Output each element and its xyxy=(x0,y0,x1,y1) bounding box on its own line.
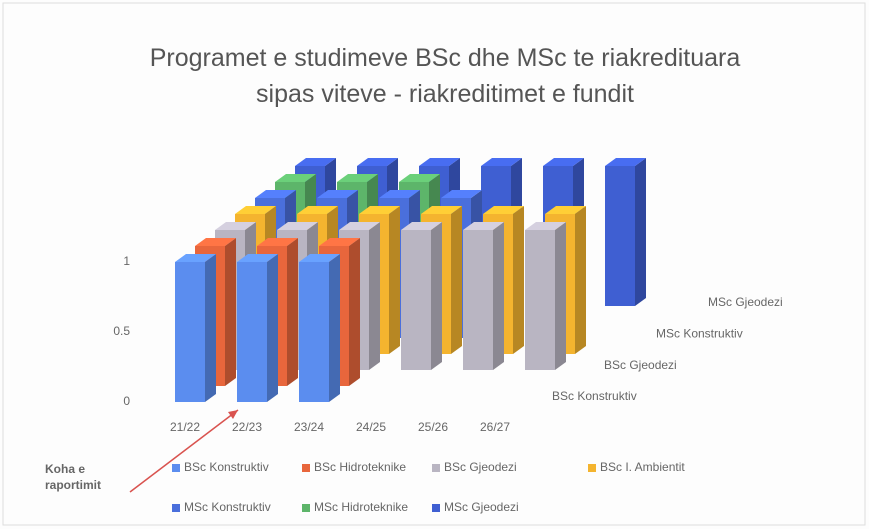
bar-top xyxy=(399,174,440,182)
bar-top xyxy=(195,238,236,246)
legend-label: BSc Konstruktiv xyxy=(184,460,269,474)
bar-top xyxy=(543,158,584,166)
bar-top xyxy=(215,222,256,230)
arrow-head xyxy=(228,410,238,419)
bar xyxy=(401,230,431,370)
bar-side xyxy=(389,206,400,354)
legend-label: MSc Konstruktiv xyxy=(184,500,271,514)
bar xyxy=(463,230,493,370)
legend-label: BSc Gjeodezi xyxy=(444,460,517,474)
y-tick-label: 0 xyxy=(123,394,130,408)
bar xyxy=(299,262,329,402)
x-tick-label: 25/26 xyxy=(418,420,448,434)
x-tick-label: 21/22 xyxy=(170,420,200,434)
bar xyxy=(175,262,205,402)
depth-label: MSc Gjeodezi xyxy=(708,295,783,309)
legend-swatch xyxy=(432,504,440,512)
bar-top xyxy=(297,206,338,214)
bar-top xyxy=(401,222,442,230)
legend-swatch xyxy=(302,504,310,512)
depth-label: MSc Konstruktiv xyxy=(656,326,743,340)
legend-swatch xyxy=(172,504,180,512)
bar-top xyxy=(257,238,298,246)
bar-top xyxy=(337,174,378,182)
bar-side xyxy=(205,254,216,402)
bar-top xyxy=(481,158,522,166)
bar-side xyxy=(225,238,236,386)
legend-swatch xyxy=(302,464,310,472)
bar-side xyxy=(493,222,504,370)
bar-side xyxy=(451,206,462,354)
bar-side xyxy=(431,222,442,370)
bar-top xyxy=(419,158,460,166)
y-tick-label: 0.5 xyxy=(113,324,130,338)
x-tick-label: 23/24 xyxy=(294,420,324,434)
legend-swatch xyxy=(588,464,596,472)
bar-top xyxy=(319,238,360,246)
bar xyxy=(605,166,635,306)
bar-top xyxy=(255,190,296,198)
bar-top xyxy=(175,254,216,262)
legend-swatch xyxy=(432,464,440,472)
x-tick-label: 22/23 xyxy=(232,420,262,434)
bar-top xyxy=(441,190,482,198)
bar-top xyxy=(605,158,646,166)
depth-label: BSc Gjeodezi xyxy=(604,358,677,372)
bar-side xyxy=(575,206,586,354)
legend-swatch xyxy=(172,464,180,472)
bar xyxy=(237,262,267,402)
x-tick-label: 24/25 xyxy=(356,420,386,434)
bar-top xyxy=(545,206,586,214)
bar-top xyxy=(359,206,400,214)
bar-side xyxy=(369,222,380,370)
bar-top xyxy=(277,222,318,230)
chart-title: Programet e studimeve BSc dhe MSc te ria… xyxy=(149,44,741,108)
y-tick-label: 1 xyxy=(123,254,130,268)
bar-top xyxy=(235,206,276,214)
bar-side xyxy=(635,158,646,306)
bar-top xyxy=(525,222,566,230)
bar-top xyxy=(339,222,380,230)
depth-label: BSc Konstruktiv xyxy=(552,389,637,403)
x-tick-label: 26/27 xyxy=(480,420,510,434)
legend-label: BSc I. Ambientit xyxy=(600,460,685,474)
bar-top xyxy=(379,190,420,198)
bar-side xyxy=(329,254,340,402)
bar-top xyxy=(483,206,524,214)
bar-top xyxy=(463,222,504,230)
bar-top xyxy=(275,174,316,182)
legend-label: MSc Hidroteknike xyxy=(314,500,408,514)
bar-top xyxy=(237,254,278,262)
bar-side xyxy=(555,222,566,370)
bar-side xyxy=(349,238,360,386)
bar-side xyxy=(287,238,298,386)
bar-top xyxy=(421,206,462,214)
bar-top xyxy=(317,190,358,198)
arrow xyxy=(129,409,239,493)
bar xyxy=(525,230,555,370)
bar-top xyxy=(357,158,398,166)
bar-top xyxy=(295,158,336,166)
bar-side xyxy=(513,206,524,354)
bar-top xyxy=(299,254,340,262)
bar-side xyxy=(267,254,278,402)
annotation: Koha e raportimit xyxy=(45,462,101,492)
legend-label: BSc Hidroteknike xyxy=(314,460,406,474)
legend-label: MSc Gjeodezi xyxy=(444,500,519,514)
